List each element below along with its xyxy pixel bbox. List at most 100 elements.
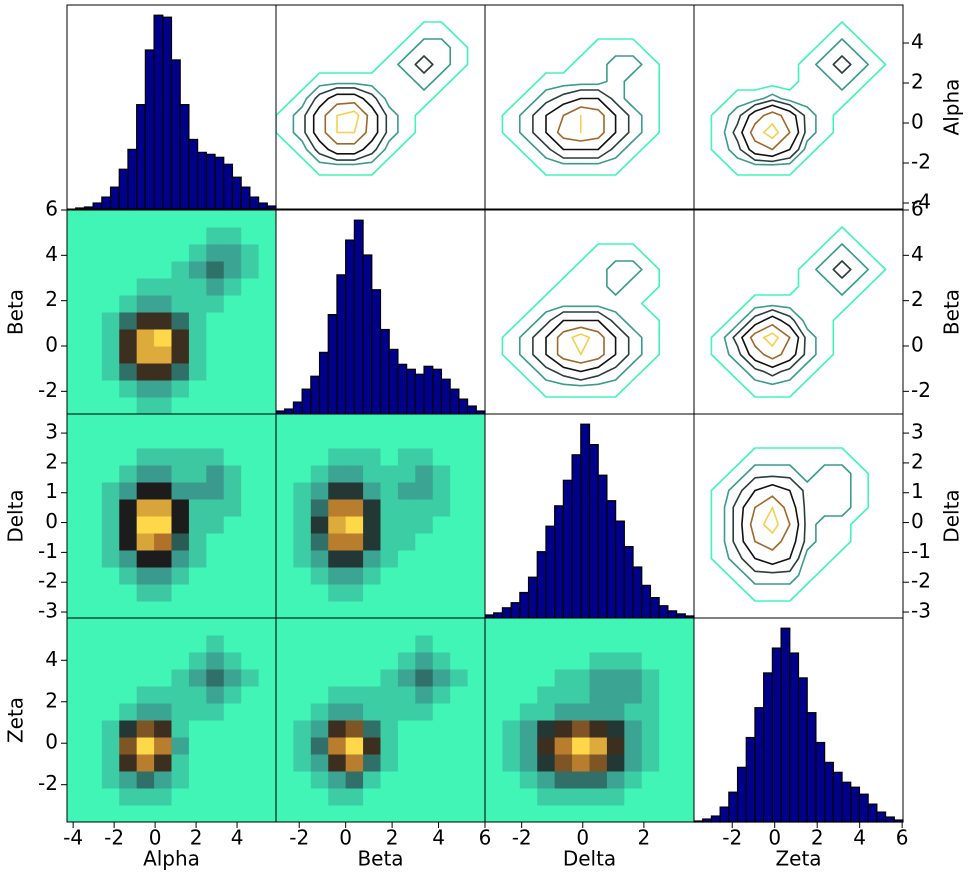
hist2d-cell (380, 805, 399, 823)
hist2d-cell (206, 227, 225, 245)
hist2d-cell (363, 414, 381, 432)
hist2d-cell (84, 720, 103, 738)
y-tick-label: -2 (911, 569, 931, 593)
hist2d-cell (485, 771, 503, 789)
hist2d-cell (659, 805, 678, 823)
hist-bar (728, 791, 739, 823)
contour-line (336, 110, 360, 134)
hist2d-cell (258, 312, 277, 330)
hist2d-cell (241, 295, 260, 313)
hist2d-cell (258, 278, 277, 296)
hist-bar (423, 365, 434, 415)
hist2d-cell (258, 703, 277, 721)
hist2d-cell (345, 533, 364, 551)
hist2d-cell (171, 703, 190, 721)
hist2d-cell (397, 431, 416, 449)
x-tick-label: 2 (811, 826, 824, 850)
hist2d-cell (310, 533, 329, 551)
hist2d-cell (119, 584, 138, 602)
hist2d-cell (84, 210, 103, 228)
hist2d-cell (188, 618, 207, 636)
contour-line (732, 475, 806, 574)
hist2d-cell (554, 618, 573, 636)
hist2d-cell (310, 465, 329, 483)
hist2d-cell (258, 346, 277, 364)
hist2d-cell (328, 737, 347, 755)
hist-bar (510, 602, 521, 619)
contour (501, 243, 660, 398)
hist2d-cell (67, 737, 85, 755)
hist2d-cell (67, 278, 85, 296)
hist-bar (188, 138, 199, 210)
hist-bar (449, 388, 460, 415)
hist2d-cell (450, 601, 469, 619)
hist2d-cell (154, 482, 172, 500)
y-axis-label: Delta (940, 489, 964, 542)
hist2d-cell (432, 686, 451, 704)
hist2d-cell (450, 482, 469, 500)
hist2d-cell (258, 754, 277, 772)
hist2d-cell (206, 533, 225, 551)
hist2d-cell (241, 550, 260, 568)
hist2d-cell (119, 720, 138, 738)
y-tick-label: 2 (911, 449, 924, 473)
hist2d-cell (258, 805, 277, 823)
hist2d-cell (415, 499, 434, 517)
hist2d-cell (223, 414, 242, 432)
hist2d-cell (415, 788, 434, 806)
hist2d-cell (241, 448, 260, 466)
hist-bar (136, 104, 146, 210)
hist2d-cell (293, 414, 312, 432)
hist2d-cell (119, 363, 138, 381)
hist2d-cell (624, 618, 643, 636)
y-tick-label: -1 (38, 539, 58, 563)
hist-bar (719, 806, 730, 823)
hist-bar (658, 605, 669, 619)
hist2d-cell (293, 533, 312, 551)
hist2d-cell (467, 805, 486, 823)
hist2d-cell (171, 720, 190, 738)
hist2d-cell (171, 516, 190, 534)
hist-bar (109, 186, 120, 210)
hist2d-cell (415, 516, 434, 534)
hist2d-cell (467, 584, 486, 602)
hist2d-cell (67, 312, 85, 330)
hist-bar (789, 652, 800, 823)
hist2d-cell (67, 397, 85, 415)
hist2d-cell (589, 737, 608, 755)
hist2d-cell (345, 618, 364, 636)
hist2d-cell (293, 669, 312, 687)
hist2d-cell (293, 686, 312, 704)
hist2d-cell (206, 805, 225, 823)
hist2d-cell (171, 805, 190, 823)
hist2d-cell (276, 448, 294, 466)
hist2d-cell (188, 210, 207, 228)
hist2d-cell (450, 788, 469, 806)
hist2d-cell (380, 618, 399, 636)
hist2d-cell (450, 516, 469, 534)
contour-line (519, 55, 643, 165)
x-axis-label: Beta (357, 847, 403, 871)
histogram (484, 423, 695, 619)
hist2d-cell (537, 618, 556, 636)
hist2d-cell (258, 601, 277, 619)
hist2d-cell (206, 754, 225, 772)
hist2d-cell (415, 414, 434, 432)
hist2d-cell (432, 703, 451, 721)
hist2d-cell (119, 261, 138, 279)
hist2d-cell (258, 669, 277, 687)
hist2d-cell (258, 465, 277, 483)
x-tick-label: 2 (190, 826, 203, 850)
hist-bar (284, 408, 295, 415)
hist-bar (440, 378, 451, 415)
hist2d-cell (206, 397, 225, 415)
hist2d (67, 210, 277, 415)
hist2d-cell (380, 550, 399, 568)
hist2d-cell (659, 686, 678, 704)
y-tick-label: 2 (911, 287, 924, 311)
hist-bar (310, 375, 321, 415)
hist2d-cell (101, 788, 120, 806)
hist2d-cell (171, 346, 190, 364)
hist-bar (615, 520, 625, 619)
hist2d-cell (84, 312, 103, 330)
